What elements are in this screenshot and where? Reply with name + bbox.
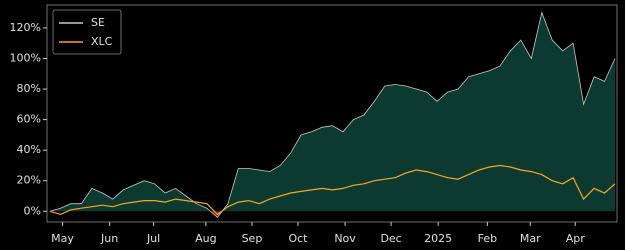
- x-tick-label: May: [51, 232, 74, 245]
- x-tick-label: Jun: [100, 232, 118, 245]
- x-tick-label: Aug: [195, 232, 216, 245]
- x-tick-label: Apr: [566, 232, 586, 245]
- y-tick-label: 40%: [17, 143, 41, 156]
- x-tick-label: Sep: [242, 232, 263, 245]
- legend-box: [52, 9, 122, 55]
- x-tick-label: Dec: [380, 232, 401, 245]
- legend-label: SE: [91, 16, 105, 29]
- y-tick-label: 80%: [17, 82, 41, 95]
- x-tick-label: Jul: [146, 232, 160, 245]
- line: [49, 11, 616, 218]
- y-tick-label: 60%: [17, 113, 41, 126]
- y-tick-label: 0%: [24, 204, 41, 217]
- y-tick-label: 20%: [17, 174, 41, 187]
- x-tick-label: Oct: [288, 232, 308, 245]
- x-tick-label: Mar: [520, 232, 541, 245]
- x-tick-label: Feb: [478, 232, 497, 245]
- y-tick-label: 100%: [10, 51, 41, 64]
- area: [50, 12, 615, 212]
- legend-label: XLC: [91, 35, 113, 48]
- y-tick-label: 120%: [10, 21, 41, 34]
- x-tick-label: 2025: [424, 232, 452, 245]
- plot-frame: [46, 4, 618, 223]
- line: [49, 164, 616, 216]
- x-tick-label: Nov: [334, 232, 356, 245]
- plot-area: [49, 11, 616, 218]
